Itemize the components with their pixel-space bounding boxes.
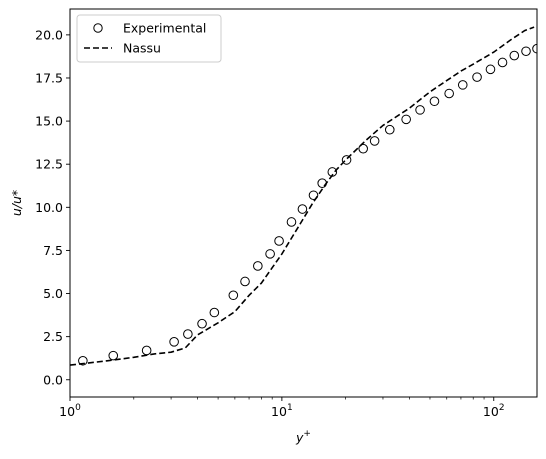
- data-point-experimental: [297, 204, 308, 214]
- x-axis-label: y+: [295, 429, 311, 445]
- y-tick-label: 10.0: [35, 200, 63, 215]
- y-axis: 0.0 2.5 5.0 7.5 10.0 12.5 15.0 17.5 20.0: [35, 27, 70, 387]
- data-point-experimental: [369, 136, 380, 146]
- data-point-experimental: [286, 217, 297, 227]
- data-point-experimental: [485, 64, 496, 75]
- data-point-experimental: [317, 178, 328, 188]
- data-point-experimental: [197, 318, 207, 329]
- data-point-experimental: [509, 50, 520, 61]
- data-point-experimental: [401, 114, 411, 125]
- y-tick-label: 12.5: [35, 157, 63, 172]
- y-tick-label: 15.0: [35, 114, 63, 129]
- data-point-experimental: [228, 290, 239, 301]
- data-point-experimental: [358, 143, 368, 154]
- legend-marker-experimental: [93, 23, 103, 33]
- data-point-experimental: [444, 88, 454, 99]
- data-point-experimental: [457, 80, 468, 90]
- x-tick-label: 100: [59, 403, 81, 419]
- data-point-experimental: [265, 249, 275, 259]
- data-point-experimental: [108, 350, 119, 361]
- data-point-experimental: [209, 307, 220, 318]
- data-point-experimental: [415, 105, 425, 115]
- data-point-experimental: [183, 329, 193, 339]
- y-axis-label: u/u*: [9, 190, 24, 216]
- data-point-experimental: [341, 155, 352, 165]
- legend: Experimental Nassu: [76, 14, 222, 63]
- y-tick-label: 20.0: [35, 27, 63, 42]
- axes-frame: [69, 8, 538, 398]
- data-point-experimental: [497, 57, 508, 68]
- legend-box: [76, 14, 222, 63]
- plot-area: [70, 26, 537, 366]
- legend-label-nassu: Nassu: [123, 41, 161, 56]
- x-tick-label: 102: [483, 403, 505, 419]
- y-tick-label: 7.5: [43, 243, 63, 258]
- data-point-experimental: [169, 337, 179, 347]
- y-tick-label: 0.0: [43, 372, 63, 387]
- data-point-experimental: [384, 124, 395, 135]
- data-point-experimental: [274, 236, 284, 246]
- y-tick-label: 2.5: [43, 329, 63, 344]
- x-tick-label: 101: [271, 403, 293, 419]
- data-point-experimental: [240, 276, 250, 287]
- series-line-nassu: [70, 26, 535, 366]
- data-point-experimental: [78, 355, 88, 366]
- y-tick-label: 5.0: [43, 286, 63, 301]
- data-point-experimental: [532, 43, 537, 54]
- data-point-experimental: [429, 96, 440, 107]
- x-axis: 100 101 102: [59, 397, 505, 419]
- y-tick-label: 17.5: [35, 70, 63, 85]
- data-point-experimental: [308, 190, 319, 201]
- legend-label-experimental: Experimental: [123, 21, 206, 36]
- data-point-experimental: [253, 261, 263, 271]
- data-point-experimental: [141, 345, 152, 356]
- data-point-experimental: [521, 46, 531, 57]
- data-point-experimental: [472, 72, 482, 82]
